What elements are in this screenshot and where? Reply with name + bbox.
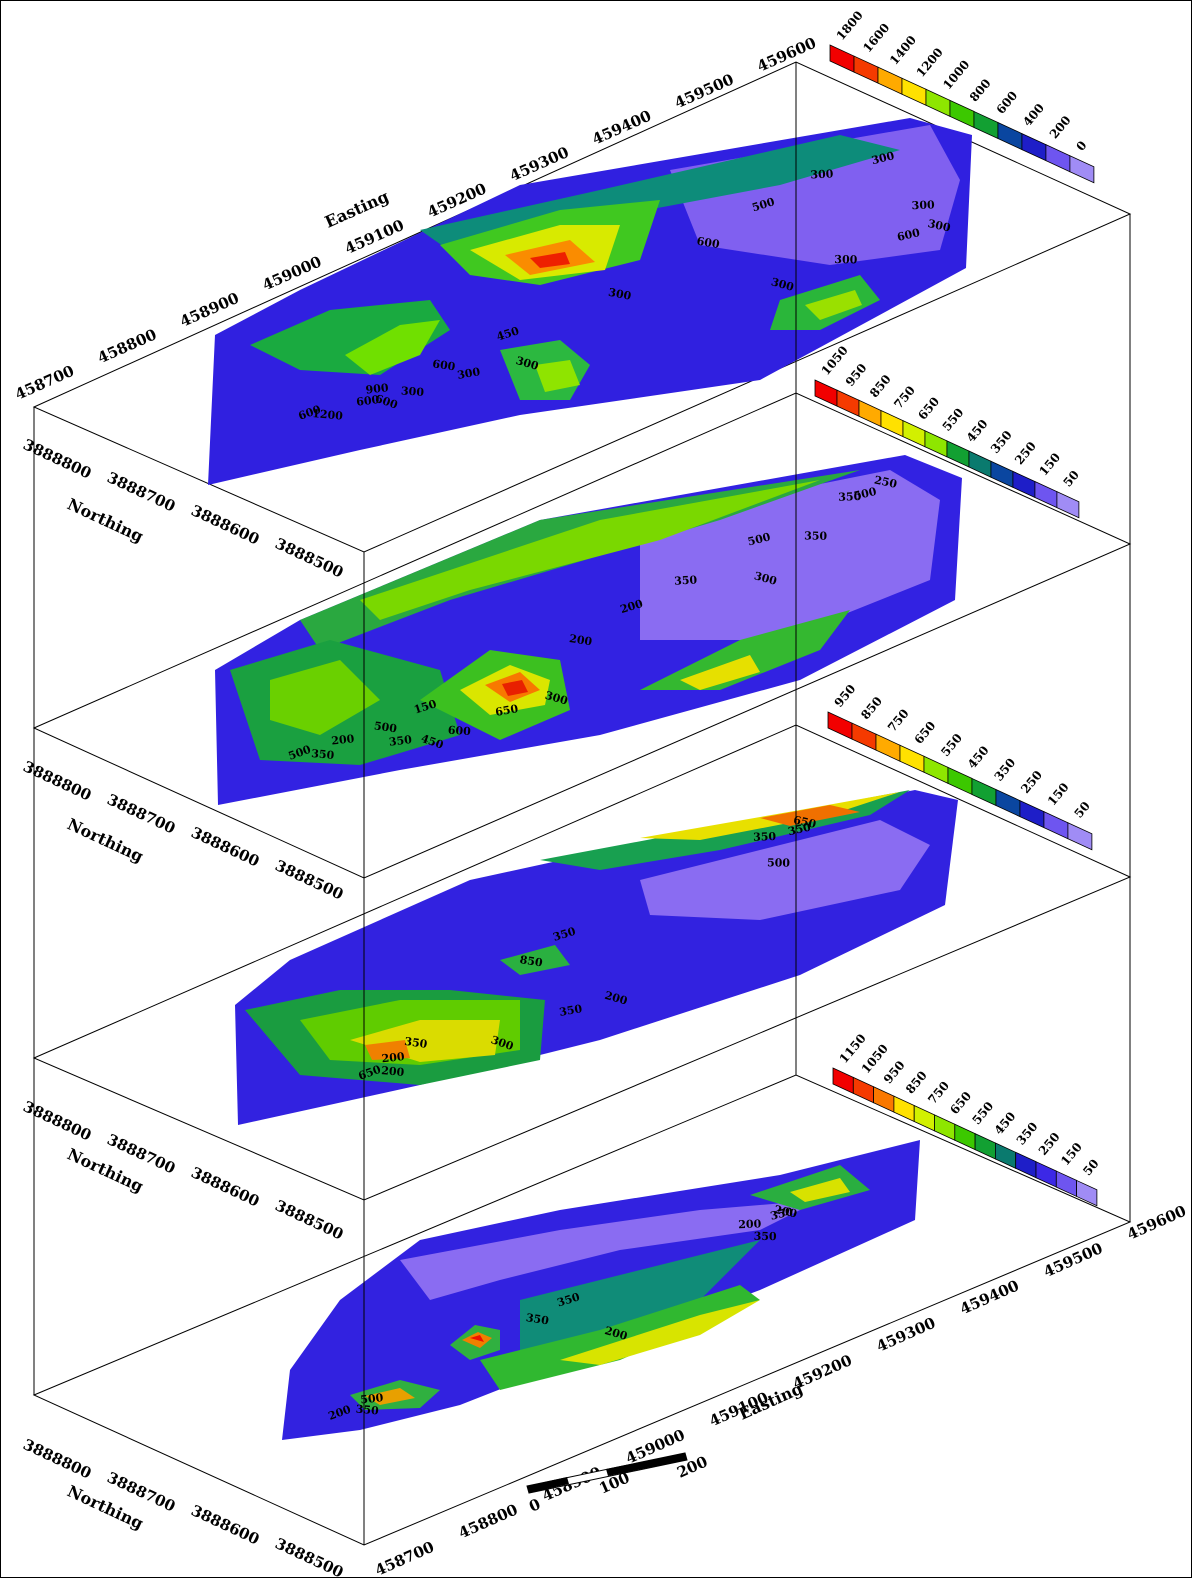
slice-2-zone-e2 (680, 655, 760, 690)
contour-label: 200 (773, 1203, 799, 1221)
slice-4-zone-yellow (560, 1300, 760, 1365)
contour-label: 350 (838, 490, 862, 504)
slice-3-zone-sw4 (365, 1040, 410, 1060)
slice-1-labels: 6006003006003001200900500300300300600600… (297, 149, 952, 423)
contour-label: 500 (767, 856, 791, 869)
contour-label: 350 (355, 1403, 379, 1418)
contour-label: 350 (769, 1205, 795, 1223)
contour-label: 350 (558, 1002, 583, 1019)
slice-2-zone-c4 (502, 680, 528, 696)
slice-3-zone-top3 (760, 805, 860, 826)
contour-label: 500 (360, 1391, 385, 1406)
slice-1-zone-c2 (535, 360, 580, 392)
slice-4-zone-ne2 (790, 1178, 850, 1202)
contour-label: 350 (753, 830, 777, 844)
colorbar-swatch (1067, 822, 1093, 851)
contour-label: 200 (603, 989, 629, 1008)
contour-label: 300 (544, 689, 570, 708)
contour-label: 350 (311, 747, 335, 762)
contour-label: 350 (754, 1230, 778, 1243)
contour-label: 200 (603, 1324, 629, 1343)
contour-label: 350 (525, 1311, 550, 1327)
slice-4-zone-green (480, 1285, 760, 1390)
scale-bar: 0 100 200 (526, 1452, 710, 1516)
contour-label: 350 (804, 529, 828, 542)
contour-label: 300 (834, 253, 858, 266)
slice-4-zone-sw2 (365, 1388, 415, 1405)
contour-label: 500 (373, 719, 398, 735)
contour-label: 600 (432, 357, 457, 373)
contour-label: 200 (381, 1050, 406, 1065)
contour-label: 850 (519, 953, 544, 969)
slice-2-zone-e (640, 610, 850, 690)
contour-label: 300 (927, 217, 953, 235)
colorbar-swatch (1076, 1179, 1098, 1207)
contour-label: 200 (331, 732, 356, 747)
contour-label: 300 (456, 365, 481, 382)
contour-label: 350 (787, 820, 813, 838)
slice-3-zone-top2 (640, 792, 900, 840)
contour-label: 200 (381, 1064, 405, 1079)
slice-2-zone-sw2 (270, 660, 380, 735)
contour-label: 300 (401, 384, 425, 399)
contour-label: 500 (852, 485, 878, 503)
contour-label: 650 (494, 702, 519, 719)
contour-label: 300 (810, 167, 834, 181)
slice-2-fill (215, 455, 962, 805)
slice-3-fill (235, 790, 958, 1125)
contour-label: 300 (870, 149, 896, 167)
slice-1-zone-red (530, 252, 570, 268)
slice-1-fill (208, 118, 972, 485)
contour-label: 650 (792, 813, 818, 831)
slice-4-zone-pk3 (470, 1335, 484, 1342)
contour-label: 300 (770, 275, 796, 294)
contour-label: 300 (753, 569, 779, 588)
slice-2-zone-green (360, 480, 820, 620)
contour-label: 350 (674, 573, 698, 587)
slice-1: 6006003006003001200900500300300300600600… (32, 61, 1132, 553)
contour-label: 200 (568, 632, 593, 648)
contour-label: 600 (447, 724, 471, 739)
slice-1-zone-sw2 (345, 320, 440, 375)
contour-label: 300 (514, 354, 540, 373)
slice-4-fill (282, 1140, 920, 1440)
axis-lines (33, 62, 1131, 1545)
contour-label: 200 (738, 1217, 762, 1231)
contour-label: 600 (896, 226, 922, 244)
contour-label: 500 (746, 530, 772, 548)
slice-2: 5002003505003003502002002503506504505003… (32, 392, 1132, 879)
slice-3-zone-light (640, 820, 930, 920)
contour-label: 1200 (312, 407, 344, 423)
slice-3-zone-mid (500, 945, 570, 975)
contour-label: 900 (365, 381, 390, 396)
contour-label: 350 (388, 733, 413, 749)
contour-label: 600 (356, 393, 381, 409)
contour-label: 300 (607, 286, 632, 303)
contour-label: 350 (404, 1035, 429, 1051)
contour-label: 600 (696, 235, 721, 251)
slice-4-zone-light (400, 1200, 820, 1300)
contour-label: 300 (911, 198, 935, 212)
colorbar-swatch (1056, 491, 1080, 519)
colorbar-swatch (1069, 155, 1095, 184)
contour-label: 250 (873, 473, 899, 491)
slice-1-zone-e2 (805, 290, 862, 320)
slice-4-zone-teal (520, 1240, 760, 1360)
